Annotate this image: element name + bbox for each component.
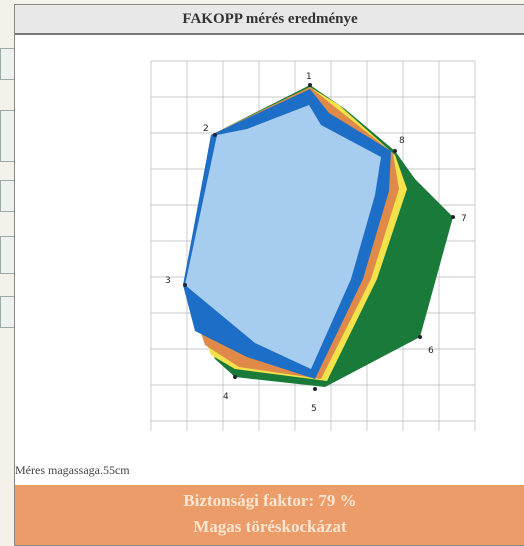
- sensor-point-7: [451, 215, 455, 219]
- safety-factor-text: Biztonsági faktor: 79 %: [183, 491, 357, 510]
- sensor-point-2: [213, 133, 217, 137]
- window-title: FAKOPP mérés eredménye: [15, 5, 524, 35]
- left-panel-strip: [0, 0, 16, 544]
- sensor-point-6: [418, 335, 422, 339]
- sensor-point-8: [393, 149, 397, 153]
- result-banner: Biztonsági faktor: 79 % Magas töréskocká…: [15, 485, 524, 545]
- sensor-label-6: 6: [428, 346, 434, 356]
- sensor-label-8: 8: [399, 136, 405, 146]
- sensor-label-4: 4: [223, 392, 229, 402]
- sensor-point-5: [313, 387, 317, 391]
- risk-level-text: Magas töréskockázat: [193, 517, 347, 536]
- sensor-label-3: 3: [165, 276, 171, 286]
- sensor-point-3: [183, 283, 187, 287]
- tomogram-zone-sound-wood: [185, 105, 381, 369]
- tomogram-plot: 1 2 8 7 3 6 4 5: [150, 60, 476, 431]
- sensor-point-1: [308, 83, 312, 87]
- sensor-points: [183, 83, 455, 391]
- sensor-label-7: 7: [461, 214, 467, 224]
- fakopp-result-window: FAKOPP mérés eredménye: [14, 4, 524, 546]
- measurement-height-caption: Méres magassaga.55cm: [15, 463, 130, 477]
- sensor-label-1: 1: [306, 72, 312, 82]
- sensor-point-4: [233, 375, 237, 379]
- sensor-label-5: 5: [311, 404, 317, 414]
- sensor-label-2: 2: [203, 124, 209, 134]
